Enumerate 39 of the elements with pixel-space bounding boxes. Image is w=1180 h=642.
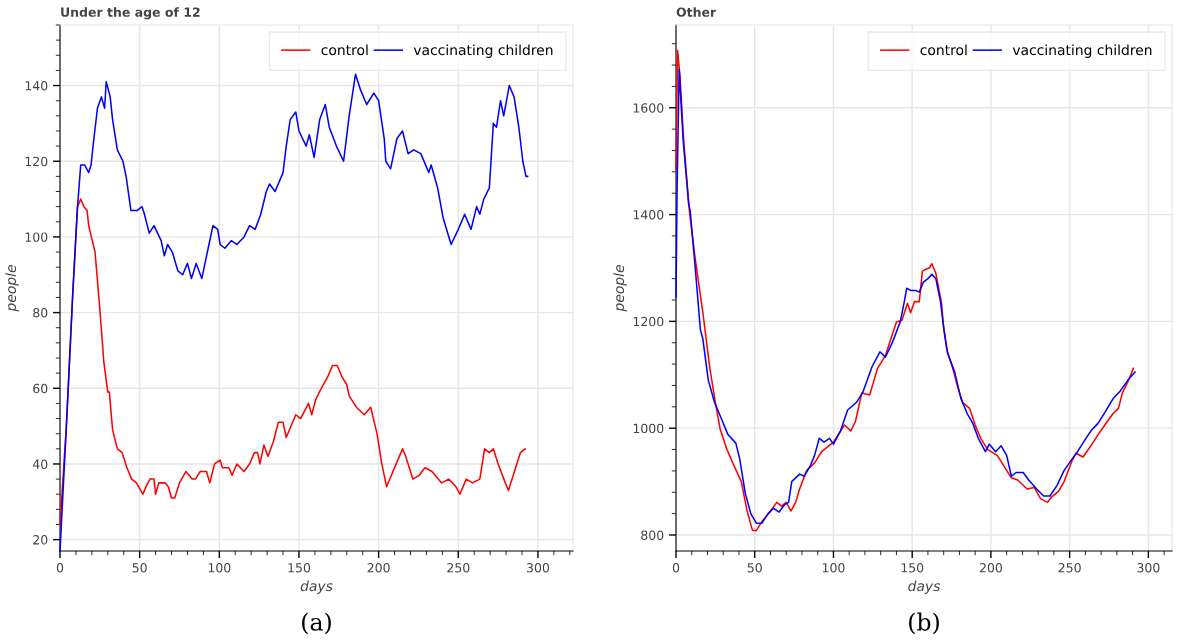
legend-label: control	[920, 44, 967, 56]
y-tick-label: 40	[32, 459, 48, 469]
y-tick-label: 120	[25, 156, 48, 167]
chart-title: Under the age of 12	[61, 7, 200, 20]
y-tick-label: 1000	[633, 423, 664, 434]
x-tick-label: 300	[1137, 563, 1160, 573]
y-tick-label: 80	[33, 308, 48, 318]
x-tick-label: 250	[447, 563, 470, 573]
x-tick-label: 300	[526, 563, 550, 573]
text: (b)	[909, 612, 939, 635]
x-tick-label: 0	[56, 563, 64, 573]
x-tick-label: 100	[208, 563, 231, 573]
y-tick-label: 1400	[633, 210, 664, 220]
x-tick-label: 150	[288, 563, 311, 573]
x-tick-label: 150	[901, 563, 924, 573]
x-tick-label: 50	[747, 563, 762, 573]
y-tick-label: 140	[25, 81, 48, 91]
y-tick-label: 20	[33, 535, 48, 545]
legend-label: vaccinating children	[413, 44, 553, 58]
x-axis-title: days	[908, 580, 941, 594]
text: (a)	[302, 612, 331, 635]
x-axis-title: days	[300, 580, 333, 594]
x-tick-label: 200	[367, 563, 390, 573]
y-tick-label: 800	[641, 530, 664, 540]
line-series	[59, 73, 529, 552]
legend-label: control	[321, 44, 368, 56]
y-tick-label: 100	[25, 232, 48, 242]
x-tick-label: 200	[979, 563, 1003, 573]
y-tick-label: 1600	[633, 103, 664, 113]
legend-label: vaccinating children	[1012, 44, 1152, 58]
x-tick-label: 0	[672, 563, 680, 573]
x-tick-label: 250	[1058, 563, 1081, 573]
x-tick-label: 50	[132, 563, 147, 573]
y-axis-title: people	[5, 265, 19, 312]
chart-title: Other	[676, 7, 717, 17]
y-tick-label: 60	[33, 383, 48, 394]
y-axis-title: people	[613, 265, 627, 312]
y-tick-label: 1200	[633, 316, 664, 327]
x-tick-label: 100	[822, 563, 845, 573]
